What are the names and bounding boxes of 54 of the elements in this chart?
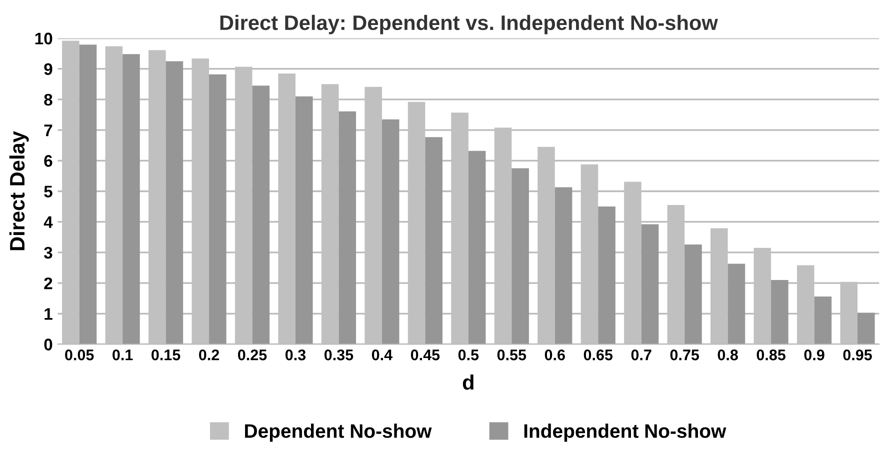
y-tick-label: 7 — [44, 124, 52, 136]
x-tick-label: 0.45 — [410, 350, 440, 360]
bar — [122, 54, 140, 344]
bar — [771, 280, 788, 344]
bar — [338, 111, 356, 344]
x-axis-title: d — [462, 374, 474, 390]
x-tick-label: 0.65 — [584, 350, 613, 360]
bar — [641, 224, 659, 344]
x-tick-label: 0.25 — [238, 350, 267, 360]
bar — [814, 296, 832, 344]
bar — [209, 74, 226, 344]
y-tick-label: 0 — [44, 338, 52, 350]
x-tick-label: 0.4 — [372, 350, 392, 360]
y-tick-label: 6 — [44, 155, 52, 167]
bar — [382, 119, 400, 344]
bar — [684, 244, 702, 344]
bar — [295, 96, 313, 344]
x-tick-label: 0.6 — [544, 350, 565, 360]
bar — [425, 137, 442, 344]
legend-label: Dependent No-show — [245, 424, 432, 442]
x-tick-label: 0.85 — [756, 350, 786, 360]
y-tick-label: 2 — [44, 277, 52, 290]
bar — [728, 264, 746, 344]
x-tick-label: 0.05 — [65, 350, 94, 360]
x-tick-label: 0.9 — [804, 350, 824, 360]
y-tick-label: 5 — [44, 186, 52, 198]
bar — [468, 150, 486, 344]
bar — [554, 187, 572, 344]
x-tick-label: 0.35 — [324, 350, 354, 360]
bar — [598, 206, 616, 344]
x-tick-label: 0.15 — [152, 350, 180, 360]
bar — [252, 86, 270, 344]
x-tick-label: 0.5 — [458, 350, 479, 360]
bar — [512, 168, 529, 344]
x-tick-label: 0.3 — [285, 350, 306, 360]
x-tick-label: 0.1 — [112, 350, 133, 360]
bar — [166, 61, 184, 344]
x-tick-label: 0.75 — [670, 350, 700, 360]
x-tick-label: 0.95 — [843, 350, 872, 360]
y-tick-label: 1 — [44, 308, 52, 320]
y-axis-title: Direct Delay — [9, 131, 29, 250]
y-tick-label: 4 — [44, 216, 53, 228]
legend-label: Independent No-show — [524, 424, 726, 442]
y-tick-label: 9 — [44, 63, 52, 76]
x-tick-label: 0.2 — [199, 350, 220, 360]
x-tick-label: 0.8 — [718, 350, 738, 360]
bar — [858, 312, 875, 344]
x-tick-label: 0.55 — [497, 350, 526, 360]
x-tick-label: 0.7 — [631, 350, 652, 360]
bar — [79, 44, 97, 344]
y-tick-label: 10 — [35, 32, 52, 44]
y-tick-label: 8 — [44, 94, 52, 106]
y-tick-label: 3 — [44, 246, 52, 259]
chart-title: Direct Delay: Dependent vs. Independent No-show — [220, 14, 718, 34]
